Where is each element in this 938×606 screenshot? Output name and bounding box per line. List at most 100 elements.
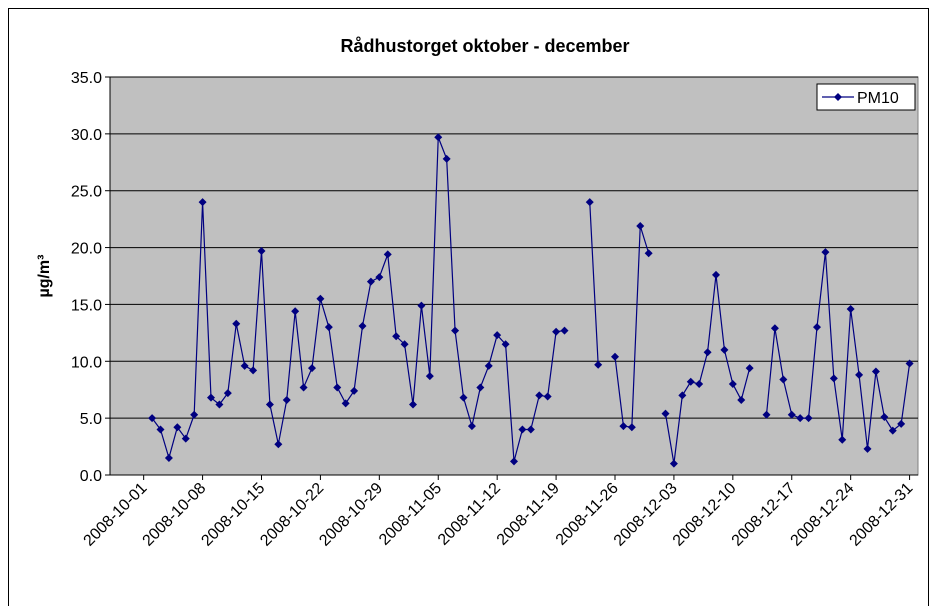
data-point [215,400,224,409]
data-point [240,361,249,370]
data-point [173,423,182,432]
data-point [560,326,569,335]
data-point [181,434,190,443]
data-point [846,304,855,313]
plot-area [109,76,919,476]
data-point [627,423,636,432]
data-point [829,374,838,383]
data-point [198,198,207,207]
data-point [796,414,805,423]
data-point [383,250,392,259]
data-point [425,372,434,381]
data-point [409,400,417,409]
data-point [712,270,720,279]
y-tick-label: 0.0 [80,468,102,485]
y-tick-label: 25.0 [71,184,102,201]
data-point [787,410,796,419]
data-point [728,380,737,389]
y-tick-label: 5.0 [80,411,102,428]
data-point [686,377,695,386]
y-tick-label: 15.0 [71,297,102,314]
data-point [535,391,544,400]
data-point [375,273,384,282]
y-tick-label: 10.0 [71,354,102,371]
data-point [459,393,468,402]
data-point [341,399,350,408]
data-point [434,133,443,142]
data-point [366,277,375,286]
data-point [350,386,359,395]
data-point [804,414,813,423]
data-point [249,366,258,375]
data-point [156,425,165,434]
data-point [484,361,493,370]
data-point [164,453,173,462]
legend-label: PM10 [857,90,899,107]
data-point [636,221,645,230]
data-point [838,435,847,444]
data-point [501,340,510,349]
data-point [543,392,552,401]
y-axis-label: µg/m³ [36,255,53,298]
legend-marker [834,93,842,101]
data-point [265,400,274,409]
data-point [897,419,906,428]
data-point [451,326,460,335]
data-point [880,413,889,422]
data-point [552,327,561,336]
data-point [855,370,864,379]
data-point [695,380,704,389]
data-point [282,395,291,404]
data-point [518,425,527,434]
y-tick-label: 20.0 [71,241,102,258]
data-point [207,393,215,402]
legend-box [816,83,916,111]
data-point [611,352,619,361]
data-point [888,426,897,435]
data-point [863,444,872,453]
data-point [493,331,502,340]
data-point [316,294,325,303]
data-point [703,348,712,357]
data-point [813,323,821,332]
data-point [745,364,754,373]
data-point [324,323,333,332]
data-point [720,345,729,354]
data-point [299,383,308,392]
data-point [905,359,914,368]
data-point [257,246,266,255]
data-point [400,340,409,349]
chart-title: Rådhustorget oktober - december [340,36,629,56]
data-point [594,360,603,369]
data-point [333,383,342,392]
y-tick-label: 30.0 [71,127,102,144]
data-point [585,198,594,207]
data-point [526,425,535,434]
data-point [644,249,653,258]
data-point [510,457,518,466]
data-point [737,395,746,404]
data-point [232,319,241,328]
data-point [821,248,830,257]
data-point [661,409,670,418]
data-point [678,391,687,400]
data-point [190,410,199,419]
data-point [467,422,476,431]
data-point [669,459,678,468]
data-point [392,332,401,341]
data-point [274,440,283,449]
data-point [770,324,779,333]
data-point [358,322,367,331]
data-point [779,375,788,384]
data-point [417,301,426,310]
data-point [291,307,300,316]
y-tick-label: 35.0 [71,70,102,87]
data-point [223,389,232,398]
data-point [442,154,451,163]
data-point [762,410,771,419]
data-point [619,422,628,431]
data-point [148,414,157,423]
data-point [308,364,316,373]
data-point [476,383,485,392]
